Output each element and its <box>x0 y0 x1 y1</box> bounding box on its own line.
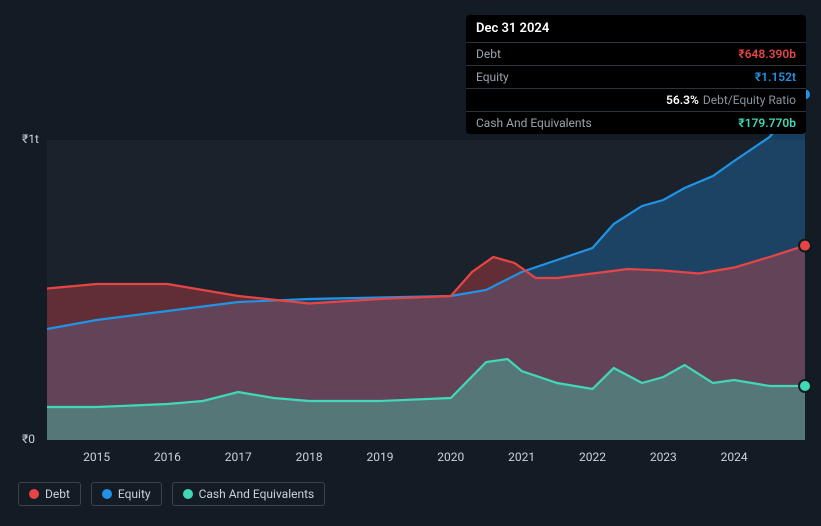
y-axis-label: ₹1t <box>22 132 39 146</box>
tooltip-row: Cash And Equivalents ₹179.770b <box>466 112 806 134</box>
debt-equity-chart: ₹0 ₹1t 2015 2016 2017 2018 2019 2020 2021 2022 20… <box>0 0 821 526</box>
x-axis-label: 2019 <box>366 450 393 464</box>
tooltip-row: 56.3%Debt/Equity Ratio <box>466 89 806 112</box>
x-axis-label: 2015 <box>83 450 110 464</box>
x-axis-label: 2021 <box>508 450 535 464</box>
x-axis-label: 2017 <box>225 450 252 464</box>
legend-label: Cash And Equivalents <box>199 487 315 501</box>
legend-dot <box>29 489 39 499</box>
tooltip-row-value: ₹1.152t <box>755 70 796 84</box>
tooltip-row-label: Cash And Equivalents <box>476 116 592 130</box>
x-axis-label: 2024 <box>721 450 748 464</box>
legend-label: Equity <box>118 487 151 501</box>
legend-item-cash[interactable]: Cash And Equivalents <box>172 482 326 506</box>
tooltip-row-label: Debt <box>476 47 501 61</box>
x-axis-label: 2020 <box>437 450 464 464</box>
legend-label: Debt <box>45 487 70 501</box>
x-axis-label: 2016 <box>154 450 181 464</box>
legend: Debt Equity Cash And Equivalents <box>18 482 325 506</box>
legend-item-debt[interactable]: Debt <box>18 482 81 506</box>
tooltip-row: Equity ₹1.152t <box>466 66 806 89</box>
y-axis-label: ₹0 <box>22 432 35 446</box>
tooltip-row-value: ₹179.770b <box>738 116 796 130</box>
x-axis-label: 2018 <box>296 450 323 464</box>
tooltip-date: Dec 31 2024 <box>466 15 806 43</box>
tooltip-row-label: Equity <box>476 70 509 84</box>
tooltip-row-value: ₹648.390b <box>738 47 796 61</box>
x-axis-label: 2023 <box>650 450 677 464</box>
tooltip-row-value: 56.3%Debt/Equity Ratio <box>666 93 796 107</box>
legend-item-equity[interactable]: Equity <box>91 482 162 506</box>
chart-tooltip: Dec 31 2024 Debt ₹648.390b Equity ₹1.152t 56… <box>466 15 806 134</box>
x-axis-label: 2022 <box>579 450 606 464</box>
legend-dot <box>183 489 193 499</box>
legend-dot <box>102 489 112 499</box>
tooltip-row: Debt ₹648.390b <box>466 43 806 66</box>
